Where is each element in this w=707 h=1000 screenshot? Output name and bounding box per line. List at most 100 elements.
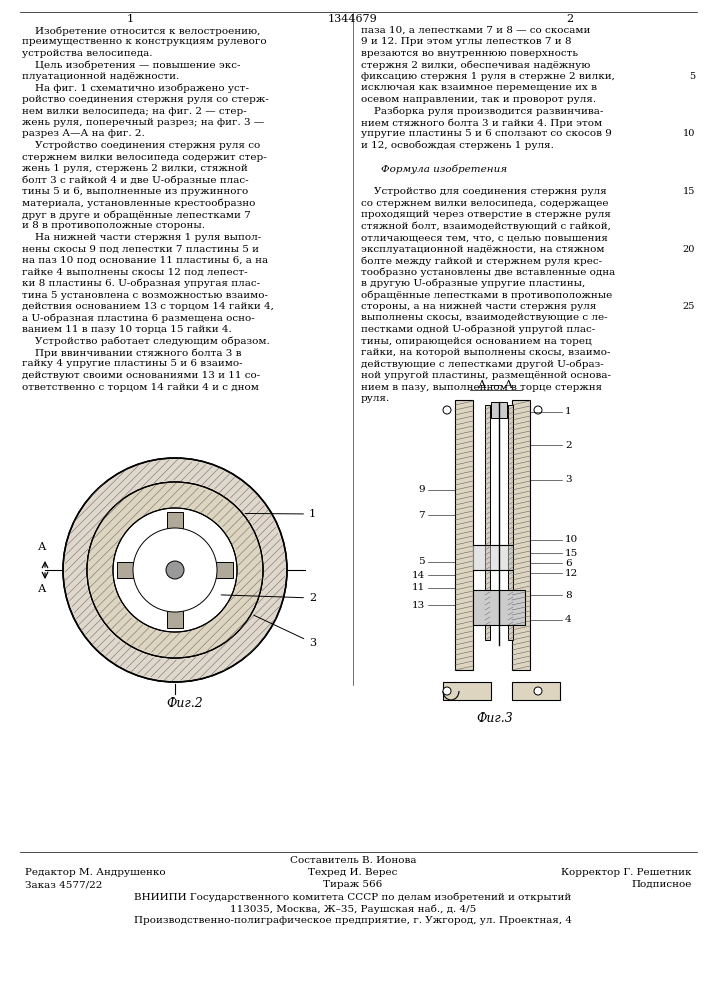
Text: Техред И. Верес: Техред И. Верес — [308, 868, 397, 877]
Text: Разборка руля производится развинчива-: Разборка руля производится развинчива- — [361, 106, 603, 116]
Text: пестками одной U-образной упругой плас-: пестками одной U-образной упругой плас- — [361, 325, 595, 334]
Text: тина 5 установлена с возможностью взаимо-: тина 5 установлена с возможностью взаимо… — [22, 290, 268, 300]
Bar — [443, 682, 491, 700]
Text: Подписное: Подписное — [631, 880, 692, 889]
Text: ВНИИПИ Государственного комитета СССР по делам изобретений и открытий: ВНИИПИ Государственного комитета СССР по… — [134, 892, 572, 902]
Bar — [508, 405, 513, 640]
Text: Составитель В. Ионова: Составитель В. Ионова — [290, 856, 416, 865]
Text: выполнены скосы, взаимодействующие с ле-: выполнены скосы, взаимодействующие с ле- — [361, 314, 607, 322]
Text: нием стяжного болта 3 и гайки 4. При этом: нием стяжного болта 3 и гайки 4. При это… — [361, 118, 602, 127]
Text: При ввинчивании стяжного болта 3 в: При ввинчивании стяжного болта 3 в — [22, 348, 242, 358]
Text: 10: 10 — [565, 536, 578, 544]
Text: А: А — [37, 584, 46, 594]
Text: на паз 10 под основание 11 пластины 6, а на: на паз 10 под основание 11 пластины 6, а… — [22, 256, 268, 265]
Text: Производственно-полиграфическое предприятие, г. Ужгород, ул. Проектная, 4: Производственно-полиграфическое предприя… — [134, 916, 572, 925]
Text: эксплуатационной надёжности, на стяжном: эксплуатационной надёжности, на стяжном — [361, 244, 604, 253]
Text: ной упругой пластины, размещённой основа-: ной упругой пластины, размещённой основа… — [361, 371, 611, 380]
Text: со стержнем вилки велосипеда, содержащее: со стержнем вилки велосипеда, содержащее — [361, 198, 609, 208]
Text: нены скосы 9 под лепестки 7 пластины 5 и: нены скосы 9 под лепестки 7 пластины 5 и — [22, 244, 259, 253]
Text: 2: 2 — [221, 593, 316, 603]
Bar — [473, 590, 525, 625]
Text: а U-образная пластина 6 размещена осно-: а U-образная пластина 6 размещена осно- — [22, 314, 255, 323]
Text: устройства велосипеда.: устройства велосипеда. — [22, 49, 153, 58]
Circle shape — [534, 687, 542, 695]
Text: 8: 8 — [565, 590, 572, 599]
Text: 3: 3 — [254, 615, 316, 648]
Text: 1: 1 — [245, 509, 316, 519]
Text: 15: 15 — [565, 548, 578, 558]
Text: гайке 4 выполнены скосы 12 под лепест-: гайке 4 выполнены скосы 12 под лепест- — [22, 267, 247, 276]
Text: 1344679: 1344679 — [328, 14, 378, 24]
Text: нем вилки велосипеда; на фиг. 2 — стер-: нем вилки велосипеда; на фиг. 2 — стер- — [22, 106, 247, 115]
Text: 5: 5 — [419, 558, 425, 566]
Text: 2: 2 — [566, 14, 573, 24]
Circle shape — [166, 561, 184, 579]
Text: гайки, на которой выполнены скосы, взаимо-: гайки, на которой выполнены скосы, взаим… — [361, 348, 611, 357]
Text: стяжной болт, взаимодействующий с гайкой,: стяжной болт, взаимодействующий с гайкой… — [361, 222, 611, 231]
Circle shape — [534, 406, 542, 414]
Text: На нижней части стержня 1 руля выпол-: На нижней части стержня 1 руля выпол- — [22, 233, 262, 242]
Bar — [455, 400, 473, 670]
Text: плуатационной надёжности.: плуатационной надёжности. — [22, 72, 180, 81]
Text: жень руля, поперечный разрез; на фиг. 3 —: жень руля, поперечный разрез; на фиг. 3 … — [22, 118, 264, 127]
Text: Фиг.2: Фиг.2 — [167, 697, 204, 710]
Text: друг в друге и обращённые лепестками 7: друг в друге и обращённые лепестками 7 — [22, 210, 251, 220]
Text: тины, опирающейся основанием на торец: тины, опирающейся основанием на торец — [361, 336, 592, 346]
Circle shape — [133, 528, 217, 612]
Text: упругие пластины 5 и 6 сползают со скосов 9: упругие пластины 5 и 6 сползают со скосо… — [361, 129, 612, 138]
Text: преимущественно к конструкциям рулевого: преимущественно к конструкциям рулевого — [22, 37, 267, 46]
Text: Устройство соединения стержня руля со: Устройство соединения стержня руля со — [22, 141, 260, 150]
Text: ройство соединения стержня руля со стерж-: ройство соединения стержня руля со стерж… — [22, 95, 269, 104]
Text: осевом направлении, так и проворот руля.: осевом направлении, так и проворот руля. — [361, 95, 596, 104]
Text: и 12, освобождая стержень 1 руля.: и 12, освобождая стержень 1 руля. — [361, 141, 554, 150]
Text: стержня 2 вилки, обеспечивая надёжную: стержня 2 вилки, обеспечивая надёжную — [361, 60, 590, 70]
Text: 10: 10 — [683, 129, 695, 138]
Circle shape — [87, 482, 263, 658]
Text: А — А: А — А — [477, 380, 513, 390]
Text: 14: 14 — [411, 570, 425, 580]
Text: Цель изобретения — повышение экс-: Цель изобретения — повышение экс- — [22, 60, 240, 70]
Text: отличающееся тем, что, с целью повышения: отличающееся тем, что, с целью повышения — [361, 233, 608, 242]
Bar — [512, 682, 560, 700]
FancyBboxPatch shape — [117, 562, 233, 578]
Text: исключая как взаимное перемещение их в: исключая как взаимное перемещение их в — [361, 84, 597, 93]
Text: жень 1 руля, стержень 2 вилки, стяжной: жень 1 руля, стержень 2 вилки, стяжной — [22, 164, 247, 173]
Text: Формула изобретения: Формула изобретения — [381, 164, 507, 174]
Text: Изобретение относится к велостроению,: Изобретение относится к велостроению, — [22, 26, 260, 35]
Text: 9 и 12. При этом углы лепестков 7 и 8: 9 и 12. При этом углы лепестков 7 и 8 — [361, 37, 571, 46]
Text: и 8 в противоположные стороны.: и 8 в противоположные стороны. — [22, 222, 205, 231]
Text: Редактор М. Андрушенко: Редактор М. Андрушенко — [25, 868, 165, 877]
Text: в другую U-образные упругие пластины,: в другую U-образные упругие пластины, — [361, 279, 585, 288]
Text: 20: 20 — [683, 244, 695, 253]
Circle shape — [63, 458, 287, 682]
Text: 15: 15 — [683, 187, 695, 196]
FancyBboxPatch shape — [167, 512, 183, 628]
Text: 1: 1 — [565, 408, 572, 416]
Circle shape — [443, 406, 451, 414]
Text: 113035, Москва, Ж–35, Раушская наб., д. 4/5: 113035, Москва, Ж–35, Раушская наб., д. … — [230, 904, 476, 914]
Text: паза 10, а лепестками 7 и 8 — со скосами: паза 10, а лепестками 7 и 8 — со скосами — [361, 26, 590, 35]
Text: разрез А—А на фиг. 2.: разрез А—А на фиг. 2. — [22, 129, 145, 138]
Text: Тираж 566: Тираж 566 — [323, 880, 382, 889]
Circle shape — [443, 687, 451, 695]
Text: материала, установленные крестообразно: материала, установленные крестообразно — [22, 198, 255, 208]
Text: гайку 4 упругие пластины 5 и 6 взаимо-: гайку 4 упругие пластины 5 и 6 взаимо- — [22, 360, 243, 368]
Text: стержнем вилки велосипеда содержит стер-: стержнем вилки велосипеда содержит стер- — [22, 152, 267, 161]
Text: болт 3 с гайкой 4 и две U-образные плас-: болт 3 с гайкой 4 и две U-образные плас- — [22, 176, 249, 185]
Text: тообразно установлены две вставленные одна: тообразно установлены две вставленные од… — [361, 267, 615, 277]
Bar — [491, 402, 507, 418]
Text: 5: 5 — [689, 72, 695, 81]
Text: Фиг.3: Фиг.3 — [477, 712, 513, 725]
Text: фиксацию стержня 1 руля в стержне 2 вилки,: фиксацию стержня 1 руля в стержне 2 вилк… — [361, 72, 615, 81]
Text: 6: 6 — [565, 558, 572, 568]
Text: 3: 3 — [565, 476, 572, 485]
Text: 13: 13 — [411, 600, 425, 609]
Text: тины 5 и 6, выполненные из пружинного: тины 5 и 6, выполненные из пружинного — [22, 187, 248, 196]
Circle shape — [87, 482, 263, 658]
Text: 12: 12 — [565, 568, 578, 578]
Text: 4: 4 — [565, 615, 572, 624]
Text: действия основанием 13 с торцом 14 гайки 4,: действия основанием 13 с торцом 14 гайки… — [22, 302, 274, 311]
Text: 7: 7 — [419, 510, 425, 520]
Text: ки 8 пластины 6. U-образная упругая плас-: ки 8 пластины 6. U-образная упругая плас… — [22, 279, 260, 288]
Text: действуют своими основаниями 13 и 11 со-: действуют своими основаниями 13 и 11 со- — [22, 371, 260, 380]
